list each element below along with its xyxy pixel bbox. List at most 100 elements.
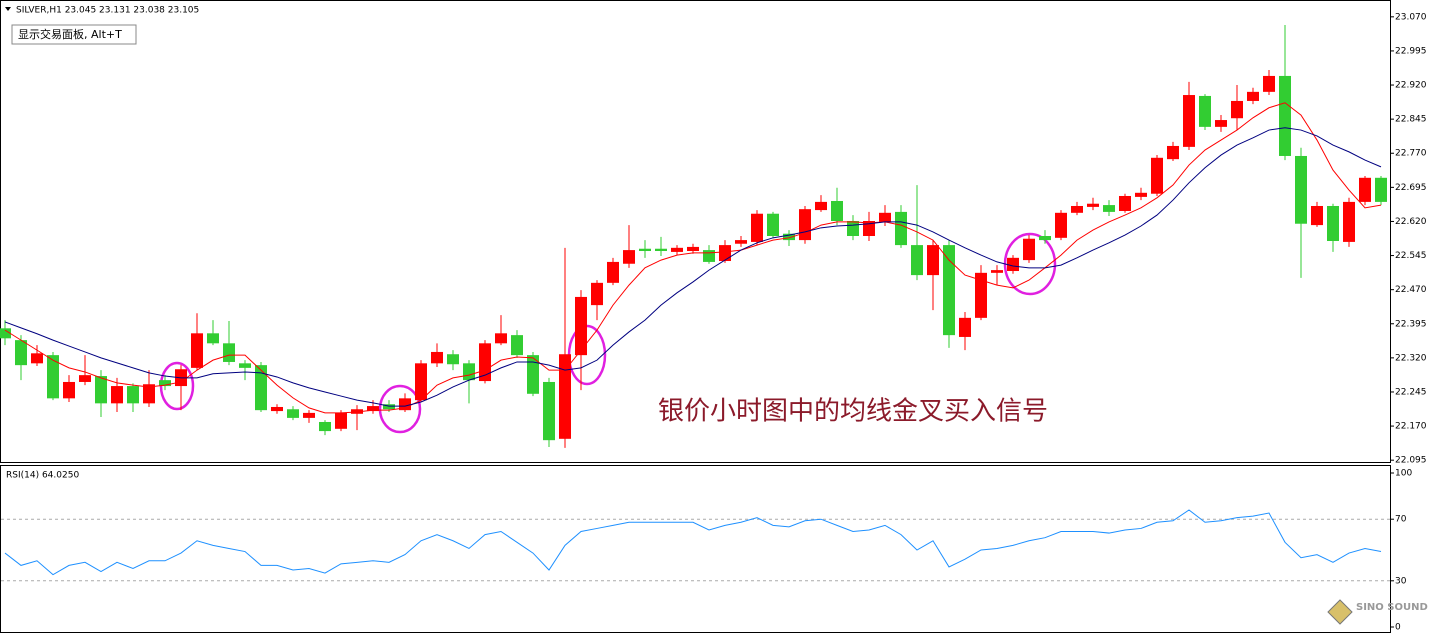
candle-body [1343, 201, 1355, 242]
candle-body [47, 355, 59, 399]
y-tick-label: 23.070 [1395, 12, 1427, 22]
candle-body [1375, 177, 1387, 202]
candle-body [383, 404, 395, 410]
y-tick-label: 30 [1395, 576, 1407, 586]
candle-body [1263, 75, 1275, 92]
candle-body [335, 412, 347, 429]
candle-body [719, 245, 731, 262]
candle-body [1231, 100, 1243, 119]
candle-body [575, 296, 587, 356]
candle-body [591, 282, 603, 306]
tooltip: 显示交易面板, Alt+T [18, 27, 122, 41]
candle-body [959, 317, 971, 337]
y-tick-label: 70 [1395, 515, 1407, 525]
candle-body [1055, 212, 1067, 238]
candle-body [255, 365, 267, 411]
y-tick-label: 22.320 [1395, 353, 1427, 363]
y-tick-label: 22.770 [1395, 149, 1427, 159]
candle-body [799, 209, 811, 241]
candle-body [271, 406, 283, 412]
candle-body [1007, 257, 1019, 272]
candle-body [1183, 95, 1195, 147]
y-tick-label: 22.245 [1395, 387, 1427, 397]
candle-body [1359, 177, 1371, 202]
watermark: SINO SOUND [1327, 599, 1428, 625]
watermark-logo [1327, 599, 1353, 625]
candle-body [31, 353, 43, 364]
main-frame [0, 0, 1391, 463]
candle-body [607, 261, 619, 283]
candle-body [1295, 155, 1307, 224]
candle-body [703, 250, 715, 262]
tooltip-box [11, 24, 137, 45]
candle-body [399, 398, 411, 411]
moving-average [4, 102, 1382, 414]
candle-body [1199, 95, 1211, 127]
candle-body [463, 363, 475, 381]
candle-body [143, 384, 155, 404]
candle-body [1167, 145, 1179, 160]
chart-title: SILVER,H1 23.045 23.131 23.038 23.105 [16, 6, 199, 16]
candle-body [879, 212, 891, 222]
candle-body [495, 333, 507, 344]
rsi-title: RSI(14) 64.0250 [6, 471, 79, 481]
y-tick-label: 22.545 [1395, 251, 1427, 261]
candle-body [1071, 205, 1083, 213]
candle-body [111, 386, 123, 404]
candle-body [287, 409, 299, 418]
candle-body [223, 343, 235, 362]
candle-body [623, 250, 635, 264]
rsi-line [4, 509, 1382, 576]
y-tick-label: 22.470 [1395, 285, 1427, 295]
watermark-text: SINO SOUND [1356, 602, 1428, 613]
candle-body [671, 247, 683, 252]
signal-ring [378, 384, 422, 434]
candle-body [927, 245, 939, 276]
candle-body [303, 412, 315, 418]
rsi-frame [0, 465, 1391, 633]
candle-body [63, 381, 75, 399]
candle-body [511, 335, 523, 356]
candle-body [1327, 205, 1339, 242]
candle-body [207, 333, 219, 344]
candle-body [543, 381, 555, 441]
y-tick-label: 0 [1395, 623, 1401, 633]
y-tick-label: 100 [1395, 469, 1412, 479]
candle-body [1119, 195, 1131, 211]
candle-body [415, 363, 427, 401]
candle-body [1039, 236, 1051, 241]
candle-body [239, 363, 251, 368]
candle-body [815, 201, 827, 211]
candle-body [863, 220, 875, 237]
candle-body [735, 240, 747, 244]
y-tick-label: 22.920 [1395, 81, 1427, 91]
candle-body [767, 213, 779, 237]
y-tick-label: 22.695 [1395, 183, 1427, 193]
candle-body [991, 270, 1003, 273]
candle-body [847, 220, 859, 237]
candle-body [1215, 120, 1227, 127]
candle-body [751, 213, 763, 242]
candle-body [367, 406, 379, 412]
candle-body [479, 343, 491, 382]
candle-body [0, 328, 11, 339]
candle-body [15, 340, 27, 366]
header: SILVER,H1 23.045 23.131 23.038 23.105 [5, 6, 199, 16]
candle-body [191, 333, 203, 368]
candle-body [1247, 91, 1259, 101]
annotation: 银价小时图中的均线金叉买入信号 [658, 397, 1048, 427]
candle-body [1311, 205, 1323, 226]
candle-body [1151, 157, 1163, 194]
moving-average [4, 127, 1382, 407]
candle-body [895, 211, 907, 246]
y-tick-label: 22.395 [1395, 319, 1427, 329]
candle-body [911, 245, 923, 276]
candle-body [639, 248, 651, 252]
y-tick-label: 22.845 [1395, 115, 1427, 125]
candle-body [527, 355, 539, 394]
candle-body [95, 376, 107, 404]
candle-body [1135, 192, 1147, 197]
candle-body [127, 386, 139, 404]
candle-body [431, 351, 443, 364]
